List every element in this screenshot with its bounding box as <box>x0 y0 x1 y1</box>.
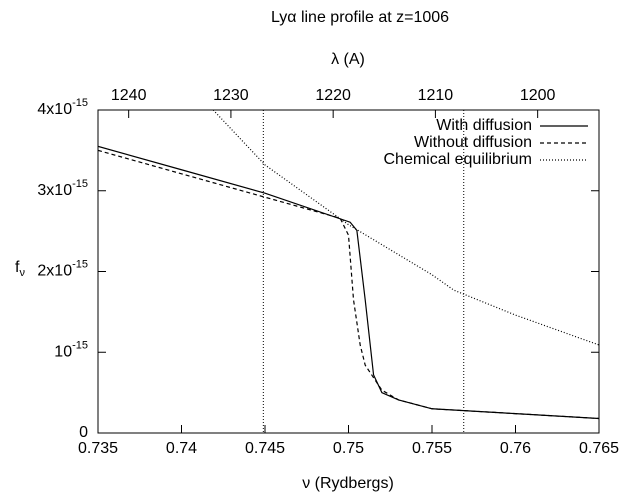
y-axis-label: fν <box>15 259 25 279</box>
y-tick-exponent: -15 <box>72 97 88 109</box>
x-tick-label: 0.745 <box>245 440 285 457</box>
x-tick-label: 0.735 <box>78 440 118 457</box>
y-tick-mantissa: 4x10 <box>37 101 72 118</box>
series-line <box>98 145 599 420</box>
legend-label: Chemical equilibrium <box>384 151 533 168</box>
legend-label: Without diffusion <box>414 134 532 151</box>
y-tick-label: 4x10-15 <box>37 97 88 118</box>
y-tick-label: 0 <box>79 424 88 441</box>
x2-tick-label: 1220 <box>315 87 351 104</box>
x-tick-label: 0.76 <box>500 440 531 457</box>
legend-label: With diffusion <box>436 117 532 134</box>
x2-tick-label: 1200 <box>520 87 556 104</box>
y-label-sub: ν <box>19 267 25 279</box>
series-line <box>212 110 599 346</box>
x-tick-label: 0.755 <box>412 440 452 457</box>
y-tick-exponent: -15 <box>72 339 88 351</box>
x-tick-label: 0.765 <box>579 440 619 457</box>
y-tick-exponent: -15 <box>72 258 88 270</box>
x-tick-label: 0.74 <box>166 440 197 457</box>
x2-tick-label: 1230 <box>213 87 249 104</box>
chart-title: Lyα line profile at z=1006 <box>271 9 449 26</box>
series-line <box>98 149 599 420</box>
y-tick-mantissa: 10 <box>54 343 72 360</box>
y-tick-mantissa: 2x10 <box>37 263 72 280</box>
x-axis-label: ν (Rydbergs) <box>302 475 394 492</box>
y-tick-label: 10-15 <box>54 339 88 360</box>
x2-tick-label: 1240 <box>111 87 147 104</box>
y-tick-exponent: -15 <box>72 178 88 190</box>
y-label-main: f <box>15 259 20 276</box>
y-tick-label: 3x10-15 <box>37 178 88 199</box>
y-tick-label: 2x10-15 <box>37 258 88 279</box>
x2-tick-label: 1210 <box>418 87 454 104</box>
y-tick-mantissa: 3x10 <box>37 182 72 199</box>
x-tick-label: 0.75 <box>333 440 364 457</box>
x2-axis-label: λ (A) <box>331 51 365 68</box>
